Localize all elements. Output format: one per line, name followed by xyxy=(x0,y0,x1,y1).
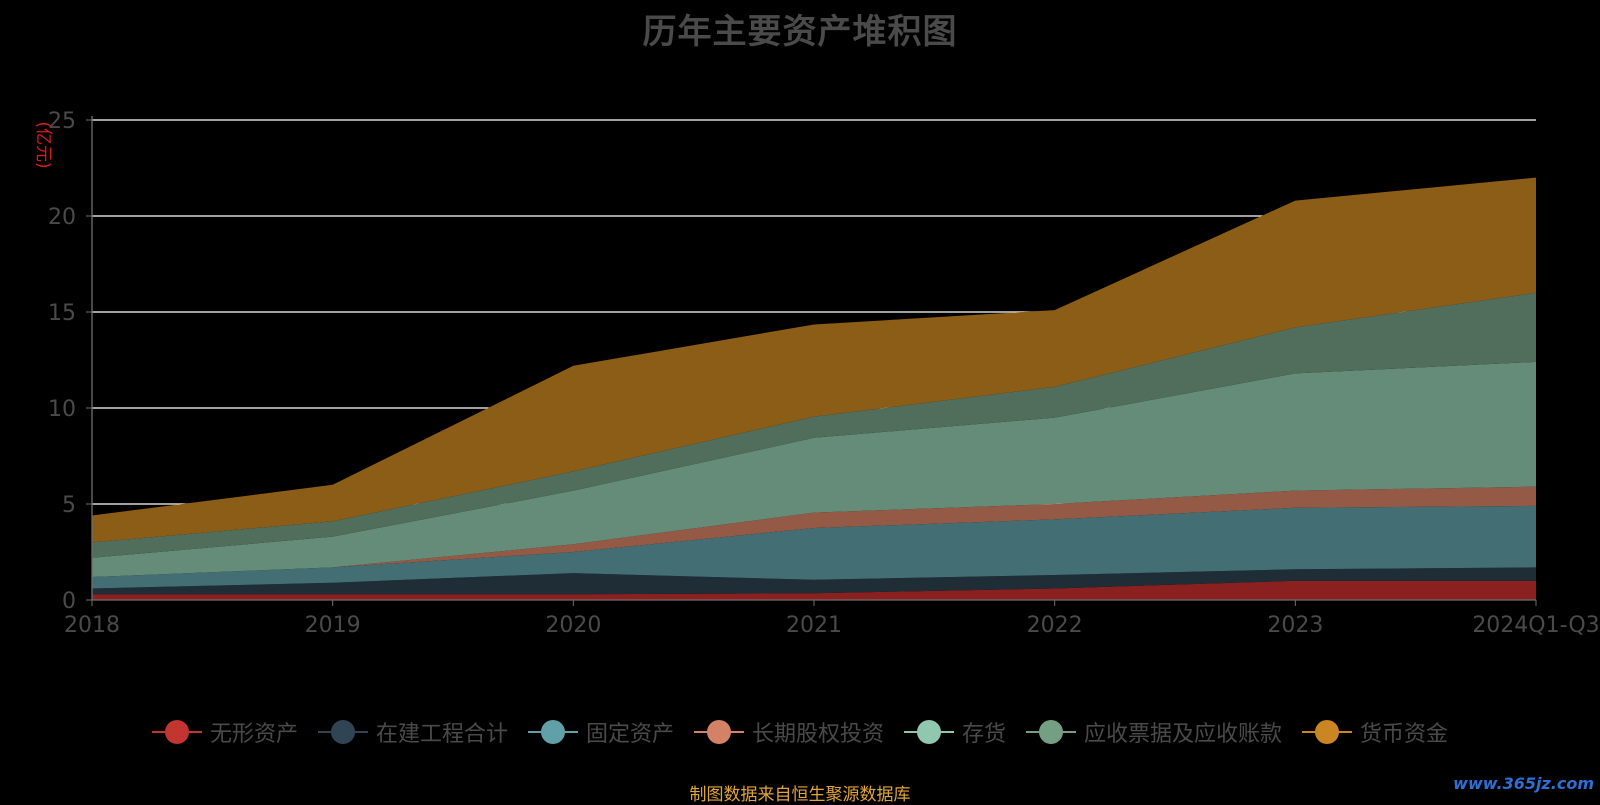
area-series-5 xyxy=(92,361,1536,577)
legend-label: 无形资产 xyxy=(209,722,298,747)
legend-marker-icon xyxy=(527,719,578,745)
legend-marker-icon xyxy=(693,719,744,745)
legend-item[interactable]: 长期股权投资 xyxy=(693,716,884,748)
legend-label: 固定资产 xyxy=(585,722,674,747)
y-tick-label: 20 xyxy=(48,205,76,230)
area-series-2 xyxy=(92,567,1536,595)
tick-labels: 0 5 10 15 20 25 2018 2019 2020 2021 2022 2023 2024Q1… xyxy=(33,109,1600,638)
legend-item[interactable]: 固定资产 xyxy=(527,716,674,748)
legend-marker-icon xyxy=(1026,719,1077,745)
legend-marker-icon xyxy=(151,719,202,745)
area-series-3 xyxy=(92,505,1536,589)
legend-item[interactable]: 无形资产 xyxy=(151,716,298,748)
source-note: 制图数据来自恒生聚源数据库 xyxy=(689,785,911,805)
y-tick-label: 25 xyxy=(48,109,76,134)
legend-item[interactable]: 在建工程合计 xyxy=(317,716,508,748)
legend-item[interactable]: 存货 xyxy=(904,716,1006,748)
x-tick-label: 2024Q1-Q3 xyxy=(1472,613,1599,638)
y-tick-label: 10 xyxy=(48,397,76,422)
legend-marker-icon xyxy=(317,719,368,745)
x-tick-label: 2022 xyxy=(1027,613,1083,638)
legend-label: 货币资金 xyxy=(1360,722,1449,747)
area-series-7 xyxy=(92,177,1536,543)
area-series-6 xyxy=(92,292,1536,558)
y-axis-label: (亿元) xyxy=(33,121,53,168)
watermark: www.365jz.com xyxy=(1453,774,1594,793)
legend: 无形资产 在建工程合计 固定资产 长期股权投资 存货 应收票据及应收账款 货币资金 xyxy=(0,716,1600,748)
legend-marker-icon xyxy=(904,719,954,745)
y-tick-label: 0 xyxy=(62,589,76,614)
x-tick-label: 2023 xyxy=(1267,613,1323,638)
legend-label: 应收票据及应收账款 xyxy=(1084,722,1283,747)
area-series xyxy=(92,177,1536,600)
y-tick-label: 15 xyxy=(48,301,76,326)
legend-label: 在建工程合计 xyxy=(375,722,508,747)
area-series-1 xyxy=(92,580,1536,600)
x-tick-label: 2018 xyxy=(64,613,120,638)
legend-label: 长期股权投资 xyxy=(751,722,884,747)
x-tick-label: 2019 xyxy=(305,613,361,638)
x-tick-label: 2020 xyxy=(545,613,601,638)
legend-marker-icon xyxy=(1302,719,1353,745)
axes xyxy=(86,116,1537,606)
chart-title: 历年主要资产堆积图 xyxy=(642,12,958,52)
legend-item[interactable]: 应收票据及应收账款 xyxy=(1026,716,1282,748)
area-series-4 xyxy=(92,486,1536,577)
y-tick-label: 5 xyxy=(62,493,76,518)
legend-item[interactable]: 货币资金 xyxy=(1302,716,1448,748)
legend-label: 存货 xyxy=(962,722,1007,747)
x-tick-label: 2021 xyxy=(786,613,842,638)
